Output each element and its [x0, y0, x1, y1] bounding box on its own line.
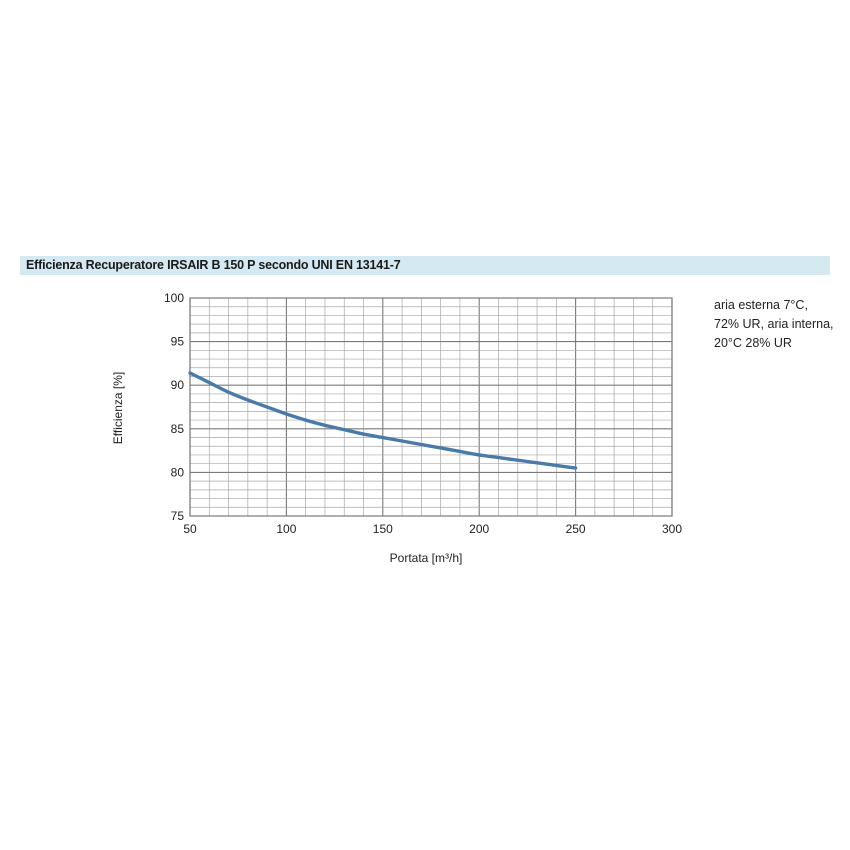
x-tick-label: 100: [276, 522, 296, 536]
tick-labels: 50 100 150 200 250 300 75 80 85 90 95 100: [164, 291, 682, 536]
y-axis-label: Efficienza [%]: [111, 372, 125, 444]
efficiency-series-line: [188, 371, 578, 470]
y-tick-label: 95: [171, 335, 185, 349]
x-tick-label: 150: [373, 522, 393, 536]
x-axis-label: Portata [m³/h]: [390, 551, 463, 565]
x-tick-label: 250: [566, 522, 586, 536]
chart-title-bar: Efficienza Recuperatore IRSAIR B 150 P s…: [20, 256, 830, 275]
note-line-1: aria esterna 7°C,: [714, 298, 808, 312]
chart-marks: [188, 371, 578, 470]
note-line-2: 72% UR, aria interna,: [714, 317, 834, 331]
chart-title: Efficienza Recuperatore IRSAIR B 150 P s…: [26, 258, 401, 272]
note-line-3: 20°C 28% UR: [714, 336, 792, 350]
y-tick-label: 90: [171, 378, 185, 392]
x-tick-label: 50: [183, 522, 197, 536]
y-tick-label: 100: [164, 291, 184, 305]
y-tick-label: 85: [171, 422, 185, 436]
test-conditions-note: aria esterna 7°C, 72% UR, aria interna, …: [714, 296, 844, 353]
y-tick-label: 75: [171, 509, 185, 523]
y-tick-label: 80: [171, 465, 185, 479]
x-tick-label: 200: [469, 522, 489, 536]
plot-frame: [189, 297, 673, 517]
x-tick-label: 300: [662, 522, 682, 536]
